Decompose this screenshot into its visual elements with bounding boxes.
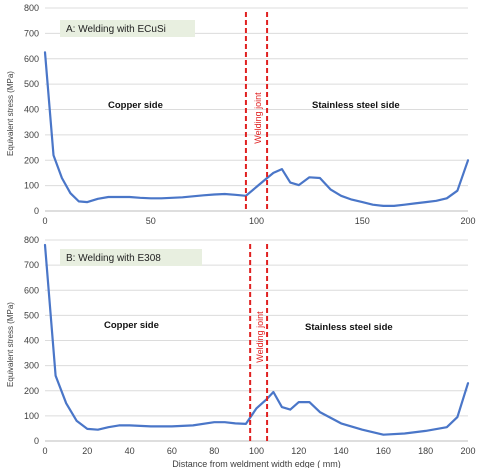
series-line (43, 51, 470, 207)
y-tick-label: 500 (24, 79, 39, 89)
x-tick-label: 50 (146, 216, 156, 226)
annotation-welding-joint: Welding joint (255, 311, 265, 363)
y-tick-label: 100 (24, 181, 39, 191)
x-axis-label: Distance from weldment width edge ( mm) (172, 459, 341, 468)
x-tick-label: 40 (125, 446, 135, 456)
chart-panel-a: 0 100 200 300 400 500 600 700 800 0 50 100 150 200 Equ… (6, 3, 476, 226)
y-tick-label: 400 (24, 105, 39, 115)
y-tick-label: 200 (24, 155, 39, 165)
x-tick-label: 100 (249, 216, 264, 226)
y-axis-label: Equivalent stress (MPa) (6, 71, 15, 156)
y-tick-label: 600 (24, 285, 39, 295)
annotation-welding-joint: Welding joint (253, 92, 263, 144)
y-tick-label: 100 (24, 411, 39, 421)
y-axis-label: Equivalent stress (MPa) (6, 302, 15, 387)
panel-title-box (60, 20, 195, 37)
x-tick-label: 200 (460, 446, 475, 456)
x-tick-label: 200 (460, 216, 475, 226)
y-tick-label: 800 (24, 3, 39, 13)
y-tick-label: 300 (24, 130, 39, 140)
x-tick-label: 120 (291, 446, 306, 456)
y-tick-label: 400 (24, 336, 39, 346)
x-tick-label: 180 (418, 446, 433, 456)
y-tick-label: 300 (24, 361, 39, 371)
x-tick-label: 150 (355, 216, 370, 226)
series-line (43, 243, 470, 436)
y-tick-label: 700 (24, 260, 39, 270)
annotation-copper-side: Copper side (108, 100, 163, 111)
x-tick-label: 80 (209, 446, 219, 456)
x-tick-label: 100 (249, 446, 264, 456)
y-tick-label: 600 (24, 54, 39, 64)
panel-title: A: Welding with ECuSi (66, 24, 166, 35)
x-tick-label: 0 (42, 216, 47, 226)
x-tick-label: 140 (334, 446, 349, 456)
x-tick-label: 0 (42, 446, 47, 456)
chart-panel-b: 0 100 200 300 400 500 600 700 800 0 20 40 60 80 100 120… (6, 235, 476, 468)
y-tick-label: 800 (24, 235, 39, 245)
annotation-stainless-side: Stainless steel side (305, 322, 393, 333)
x-tick-label: 20 (82, 446, 92, 456)
annotation-copper-side: Copper side (104, 320, 159, 331)
annotation-stainless-side: Stainless steel side (312, 100, 400, 111)
y-tick-label: 700 (24, 28, 39, 38)
x-tick-label: 60 (167, 446, 177, 456)
panel-title-box (60, 249, 202, 266)
y-tick-label: 0 (34, 436, 39, 446)
x-tick-label: 160 (376, 446, 391, 456)
y-tick-label: 500 (24, 310, 39, 320)
y-tick-label: 200 (24, 386, 39, 396)
y-tick-label: 0 (34, 206, 39, 216)
panel-title: B: Welding with E308 (66, 253, 161, 264)
